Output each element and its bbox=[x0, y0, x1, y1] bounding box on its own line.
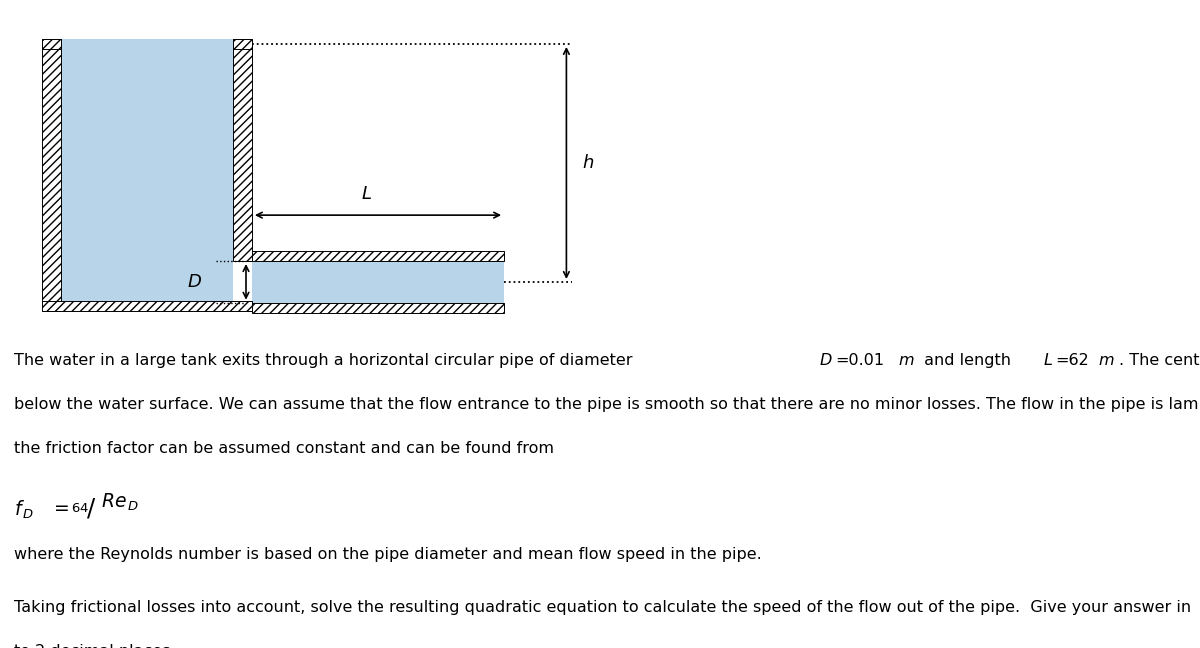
Text: L: L bbox=[1044, 353, 1052, 368]
Text: =62: =62 bbox=[1055, 353, 1090, 368]
Text: The water in a large tank exits through a horizontal circular pipe of diameter: The water in a large tank exits through … bbox=[14, 353, 638, 368]
Bar bbox=[252, 303, 504, 313]
Text: the friction factor can be assumed constant and can be found from: the friction factor can be assumed const… bbox=[14, 441, 554, 456]
Bar bbox=[252, 251, 504, 261]
Text: $L$: $L$ bbox=[360, 185, 372, 203]
Text: where the Reynolds number is based on the pipe diameter and mean flow speed in t: where the Reynolds number is based on th… bbox=[14, 547, 762, 562]
Text: below the water surface. We can assume that the flow entrance to the pipe is smo: below the water surface. We can assume t… bbox=[14, 397, 1200, 412]
Text: $f_{\,D}$: $f_{\,D}$ bbox=[14, 498, 35, 521]
Bar bbox=[42, 301, 252, 311]
Text: Taking frictional losses into account, solve the resulting quadratic equation to: Taking frictional losses into account, s… bbox=[14, 600, 1196, 615]
Text: . The centre of the exit of the pipe is: . The centre of the exit of the pipe is bbox=[1120, 353, 1200, 368]
Text: $\!\!/\!\!$: $\!\!/\!\!$ bbox=[86, 496, 96, 520]
Bar bbox=[233, 39, 252, 49]
Text: $Re_{\,D}$: $Re_{\,D}$ bbox=[101, 492, 139, 513]
Bar bbox=[61, 39, 233, 301]
Text: $=$: $=$ bbox=[50, 496, 70, 516]
Text: to 2 decimal places.: to 2 decimal places. bbox=[14, 644, 176, 648]
Bar bbox=[233, 39, 252, 261]
Bar bbox=[233, 303, 252, 311]
Bar bbox=[42, 39, 61, 49]
Text: m: m bbox=[899, 353, 914, 368]
Text: D: D bbox=[820, 353, 832, 368]
Text: $D$: $D$ bbox=[186, 273, 202, 291]
Text: and length: and length bbox=[918, 353, 1015, 368]
Text: $h$: $h$ bbox=[582, 154, 594, 172]
Bar bbox=[42, 39, 61, 311]
Text: m: m bbox=[1099, 353, 1115, 368]
Text: $^{64}$: $^{64}$ bbox=[71, 503, 89, 523]
Text: =0.01: =0.01 bbox=[835, 353, 884, 368]
Bar bbox=[252, 261, 504, 303]
